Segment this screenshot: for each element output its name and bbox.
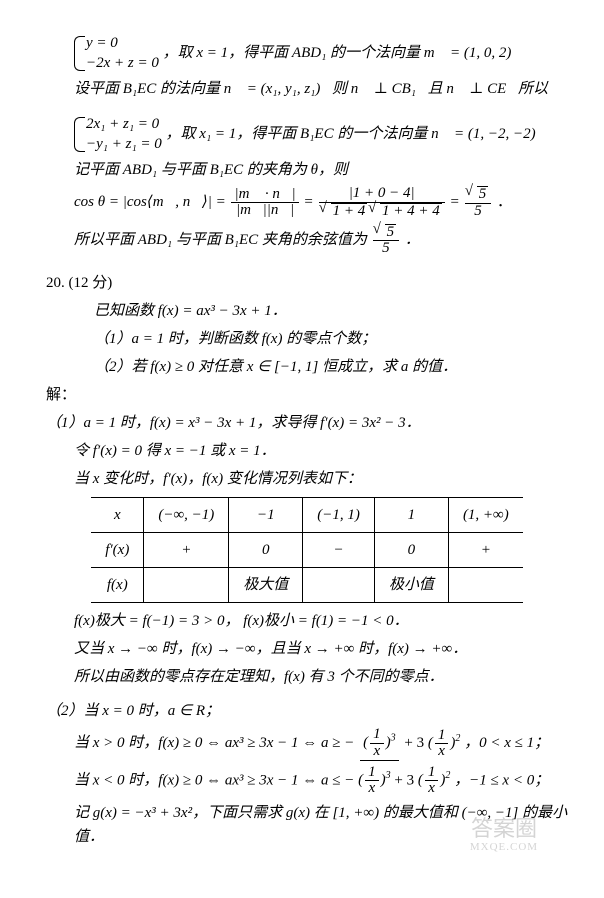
sec19-cos-f2-den-a: 1 + 4 [331, 203, 368, 220]
sec19-line3: 记平面 ABD₁ 与平面 B₁EC 的夹角为 θ，则 [74, 158, 568, 182]
sec19-cos-f3: 5 5 [463, 186, 494, 220]
sec20-p1a: （1）a = 1 时，f(x) = x³ − 3x + 1，求导得 f′(x) … [46, 411, 568, 435]
sec19-line5a: 所以平面 ABD₁ 与平面 B₁EC 夹角的余弦值为 [74, 232, 367, 248]
sec19-eqA-r2: −2x + z = 0 [86, 54, 159, 74]
th-c3: (−1, 1) [303, 498, 375, 533]
th-c2: −1 [229, 498, 303, 533]
sec19-cos-f1-den: |m⃗||n⃗| [231, 203, 298, 219]
sec20-p1b: 令 f′(x) = 0 得 x = −1 或 x = 1． [74, 439, 568, 463]
sign-table: x (−∞, −1) −1 (−1, 1) 1 (1, +∞) f′(x) + … [91, 497, 523, 603]
sec20-p2a: （2）当 x = 0 时，a ∈ R； [46, 699, 568, 723]
r1-0: f′(x) [91, 533, 144, 568]
sec19-brace-A: y = 0 −2x + z = 0 [74, 34, 159, 73]
sec20-p2c-pre: 当 x < 0 时，f(x) ≥ 0 ⇔ ax³ ≥ 3x − 1 ⇔ a ≤ … [74, 772, 354, 788]
sec19-cos-f3-num: 5 [465, 186, 492, 204]
sec19-brace-B: 2x₁ + z₁ = 0 −y₁ + z₁ = 0 [74, 115, 162, 154]
r1-4: 0 [374, 533, 448, 568]
table-row: f′(x) + 0 − 0 + [91, 533, 523, 568]
r2-2: 极大值 [229, 568, 303, 603]
sec19-line1: y = 0 −2x + z = 0 ，取 x = 1，得平面 ABD₁ 的一个法… [74, 34, 568, 73]
sec20-p2c: 当 x < 0 时，f(x) ≥ 0 ⇔ ax³ ≥ 3x − 1 ⇔ a ≤ … [74, 765, 568, 798]
sec20-p2b-suf: ，0 < x ≤ 1； [464, 735, 549, 751]
sec20-stmt1: 已知函数 f(x) = ax³ − 3x + 1． [94, 299, 568, 323]
sec20-p2c-suf: ，−1 ≤ x < 0； [454, 772, 549, 788]
r2-4: 极小值 [374, 568, 448, 603]
table-row: f(x) 极大值 极小值 [91, 568, 523, 603]
sec19-afterB: ，取 x₁ = 1，得平面 B₁EC 的一个法向量 n⃗ = (1, −2, −… [166, 126, 548, 142]
r2-1 [144, 568, 229, 603]
th-c1: (−∞, −1) [144, 498, 229, 533]
sec19-line5-frac: 5 5 [371, 224, 402, 258]
sec20-p1f: 所以由函数的零点存在定理知，f(x) 有 3 个不同的零点． [74, 665, 568, 689]
sec19-eqB-r2: −y₁ + z₁ = 0 [86, 135, 162, 155]
sec19-line2: 设平面 B₁EC 的法向量 n⃗ = (x₁, y₁, z₁)，则 n⃗ ⊥ C… [74, 77, 568, 101]
sec19-cos-line: cos θ = |cos⟨m⃗, n⃗⟩| = |m⃗ · n⃗| |m⃗||n… [74, 186, 568, 220]
sec19-cos-f2-num: |1 + 0 − 4| [319, 186, 445, 203]
th-c5: (1, +∞) [448, 498, 522, 533]
sec20-p2b: 当 x > 0 时，f(x) ≥ 0 ⇔ ax³ ≥ 3x − 1 ⇔ a ≥ … [74, 727, 568, 761]
sec19-cos-f2-den: 1 + 4 1 + 4 + 4 [319, 203, 445, 220]
table-row: x (−∞, −1) −1 (−1, 1) 1 (1, +∞) [91, 498, 523, 533]
r1-3: − [303, 533, 375, 568]
sec20-p1d: f(x)极大 = f(−1) = 3 > 0， f(x)极小 = f(1) = … [74, 609, 568, 633]
sec19-line5: 所以平面 ABD₁ 与平面 B₁EC 夹角的余弦值为 5 5 ． [74, 224, 568, 258]
sec20-p1e: 又当 x → −∞ 时，f(x) → −∞，且当 x → +∞ 时，f(x) →… [74, 637, 568, 661]
r2-5 [448, 568, 522, 603]
sec20-q2: （2）若 f(x) ≥ 0 对任意 x ∈ [−1, 1] 恒成立，求 a 的值… [94, 355, 568, 379]
sec20-p1c: 当 x 变化时，f′(x)，f(x) 变化情况列表如下： [74, 467, 568, 491]
sec19-cos-f3-den: 5 [465, 204, 492, 220]
th-x: x [91, 498, 144, 533]
sec20-num: 20. (12 分) [46, 271, 568, 295]
sec20-p2b-pre: 当 x > 0 时，f(x) ≥ 0 ⇔ ax³ ≥ 3x − 1 ⇔ a ≥ … [74, 735, 354, 751]
sec20-q1: （1）a = 1 时，判断函数 f(x) 的零点个数； [94, 327, 568, 351]
r1-1: + [144, 533, 229, 568]
sec19-cos-lhs: cos θ = |cos⟨m⃗, n⃗⟩| = [74, 194, 226, 210]
r2-0: f(x) [91, 568, 144, 603]
sec19-cos-f2-den-b: 1 + 4 + 4 [380, 203, 442, 220]
sec19-cos-f1: |m⃗ · n⃗| |m⃗||n⃗| [229, 187, 300, 220]
r1-5: + [448, 533, 522, 568]
frac-1overx-cubed-b: (1x)3 [358, 727, 401, 761]
sec19-cos-f2: |1 + 0 − 4| 1 + 4 1 + 4 + 4 [317, 186, 447, 220]
sec19-eqB-r1: 2x₁ + z₁ = 0 [86, 115, 162, 135]
sec19-afterA: ，取 x = 1，得平面 ABD₁ 的一个法向量 m⃗ = (1, 0, 2)． [163, 45, 523, 61]
r1-2: 0 [229, 533, 303, 568]
sec20-jie: 解： [46, 383, 568, 407]
sec19-line-braceB: 2x₁ + z₁ = 0 −y₁ + z₁ = 0 ，取 x₁ = 1，得平面 … [74, 115, 568, 154]
sec19-cos-f1-num: |m⃗ · n⃗| [231, 187, 298, 204]
th-c4: 1 [374, 498, 448, 533]
r2-3 [303, 568, 375, 603]
sec20-p2d: 记 g(x) = −x³ + 3x²，下面只需求 g(x) 在 [1, +∞) … [74, 801, 568, 849]
sec19-eqA-r1: y = 0 [86, 34, 159, 54]
sec19-line5b: ． [405, 232, 420, 248]
